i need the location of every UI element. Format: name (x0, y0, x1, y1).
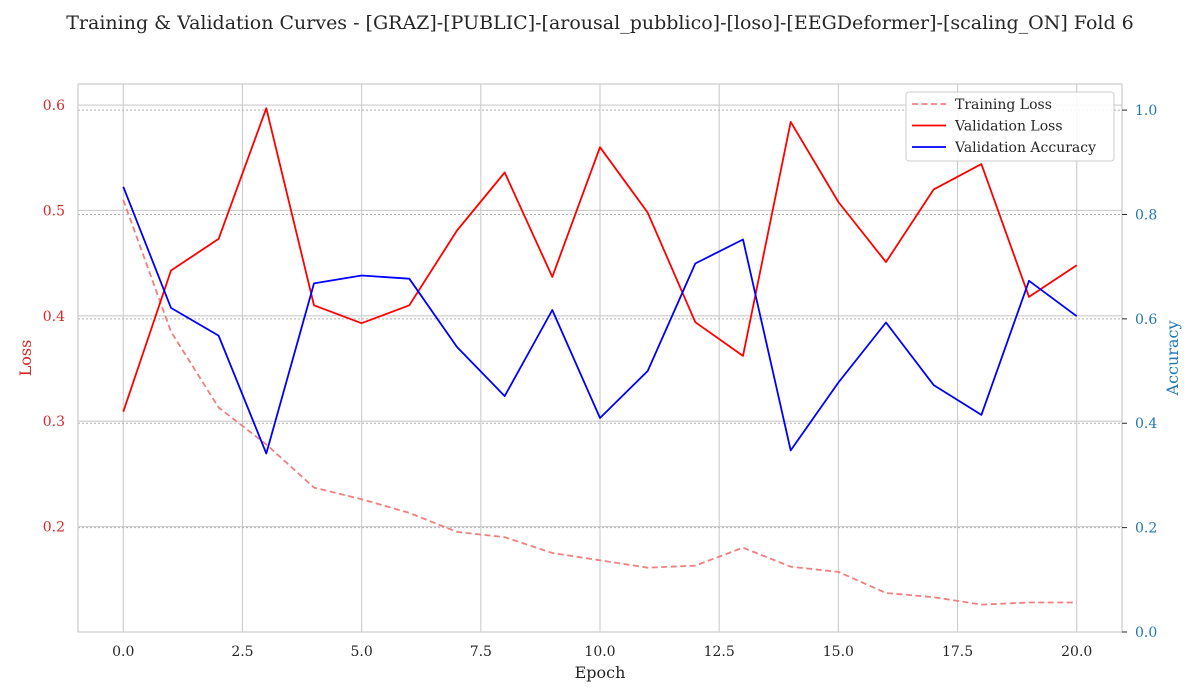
y-right-tick-label: 0.4 (1135, 416, 1157, 432)
y-left-tick-label: 0.2 (43, 520, 65, 536)
x-tick-label: 20.0 (1061, 644, 1092, 660)
legend-box (905, 91, 1115, 162)
series-layer (122, 107, 1078, 606)
x-tick-label: 12.5 (704, 644, 735, 660)
y-right-tick-label: 1.0 (1135, 103, 1157, 119)
x-tick-label: 15.0 (823, 644, 854, 660)
x-tick-label: 7.5 (470, 644, 492, 660)
y-axis-label-right: Accuracy (1163, 321, 1182, 397)
x-tick-label: 10.0 (584, 644, 615, 660)
plot-frame (77, 83, 1123, 633)
legend-label-training-loss: Training Loss (955, 97, 1052, 113)
x-tick-label: 0.0 (112, 644, 134, 660)
ticks-layer: 0.0 2.5 5.0 7.5 10.0 12.5 15.0 17.5 20.0 0.2 0.3 0.… (43, 98, 1158, 660)
y-left-tick-label: 0.3 (43, 414, 65, 430)
series-line-training-loss (122, 199, 1077, 606)
series-line-validation-accuracy (122, 186, 1078, 455)
y-right-tick-label: 0.2 (1135, 521, 1157, 537)
y-right-tick-label: 0.0 (1135, 625, 1157, 641)
legend: Training Loss Validation Loss Validation A… (905, 91, 1115, 162)
x-axis-label: Epoch (575, 663, 626, 682)
series-line-validation-loss (122, 107, 1078, 412)
y-axis-label-left: Loss (16, 340, 35, 377)
x-tick-label: 2.5 (231, 644, 253, 660)
x-tick-label: 17.5 (942, 644, 973, 660)
legend-label-validation-loss: Validation Loss (954, 119, 1063, 135)
y-left-tick-label: 0.5 (43, 203, 65, 219)
chart-title: Training & Validation Curves - [GRAZ]-[P… (66, 12, 1134, 34)
y-right-tick-label: 0.8 (1135, 207, 1157, 223)
x-tick-label: 5.0 (351, 644, 373, 660)
legend-label-validation-accuracy: Validation Accuracy (954, 140, 1096, 156)
y-right-tick-label: 0.6 (1135, 312, 1157, 328)
y-left-tick-label: 0.4 (43, 309, 65, 325)
y-left-tick-label: 0.6 (43, 98, 65, 114)
